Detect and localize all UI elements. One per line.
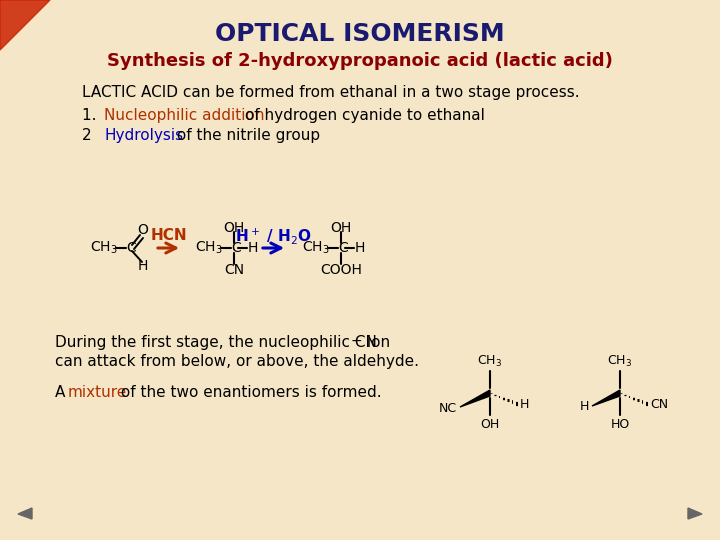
Polygon shape xyxy=(460,390,490,407)
Text: During the first stage, the nucleophilic CN: During the first stage, the nucleophilic… xyxy=(55,335,377,350)
Text: of hydrogen cyanide to ethanal: of hydrogen cyanide to ethanal xyxy=(240,108,485,123)
Text: Hydrolysis: Hydrolysis xyxy=(104,128,183,143)
Text: H: H xyxy=(580,401,589,414)
Text: HO: HO xyxy=(611,418,629,431)
Text: A: A xyxy=(55,385,71,400)
Text: CH$_3$: CH$_3$ xyxy=(608,354,633,369)
Text: Synthesis of 2-hydroxypropanoic acid (lactic acid): Synthesis of 2-hydroxypropanoic acid (la… xyxy=(107,52,613,70)
Text: LACTIC ACID can be formed from ethanal in a two stage process.: LACTIC ACID can be formed from ethanal i… xyxy=(82,85,580,100)
Text: H: H xyxy=(138,259,148,273)
Text: H$^+$ / H$_2$O: H$^+$ / H$_2$O xyxy=(235,226,312,246)
Text: CN: CN xyxy=(650,399,668,411)
Text: 2: 2 xyxy=(82,128,102,143)
Text: CH$_3$: CH$_3$ xyxy=(302,240,330,256)
Text: CN: CN xyxy=(224,263,244,277)
Text: CH$_3$: CH$_3$ xyxy=(477,354,503,369)
Text: Nucleophilic addition: Nucleophilic addition xyxy=(104,108,264,123)
Text: O: O xyxy=(138,223,148,237)
Text: 1.: 1. xyxy=(82,108,107,123)
Text: HCN: HCN xyxy=(150,228,186,244)
Polygon shape xyxy=(0,0,50,50)
Text: H: H xyxy=(520,399,529,411)
Text: NC: NC xyxy=(439,402,457,415)
Text: C: C xyxy=(126,241,136,255)
Polygon shape xyxy=(688,508,702,519)
Text: CH$_3$: CH$_3$ xyxy=(90,240,117,256)
Text: can attack from below, or above, the aldehyde.: can attack from below, or above, the ald… xyxy=(55,354,419,369)
Text: of the two enantiomers is formed.: of the two enantiomers is formed. xyxy=(116,385,382,400)
Text: C: C xyxy=(231,241,240,255)
Text: OH: OH xyxy=(480,418,500,431)
Polygon shape xyxy=(18,508,32,519)
Text: CH$_3$: CH$_3$ xyxy=(195,240,222,256)
Polygon shape xyxy=(592,390,620,406)
Text: ion: ion xyxy=(362,335,390,350)
Text: OH: OH xyxy=(330,221,351,235)
Text: H: H xyxy=(355,241,365,255)
Text: OPTICAL ISOMERISM: OPTICAL ISOMERISM xyxy=(215,22,505,46)
Text: COOH: COOH xyxy=(320,263,362,277)
Text: C: C xyxy=(338,241,348,255)
Text: −: − xyxy=(351,334,363,348)
Text: of the nitrile group: of the nitrile group xyxy=(172,128,320,143)
Text: OH: OH xyxy=(223,221,245,235)
Text: H: H xyxy=(248,241,258,255)
Text: mixture: mixture xyxy=(68,385,127,400)
